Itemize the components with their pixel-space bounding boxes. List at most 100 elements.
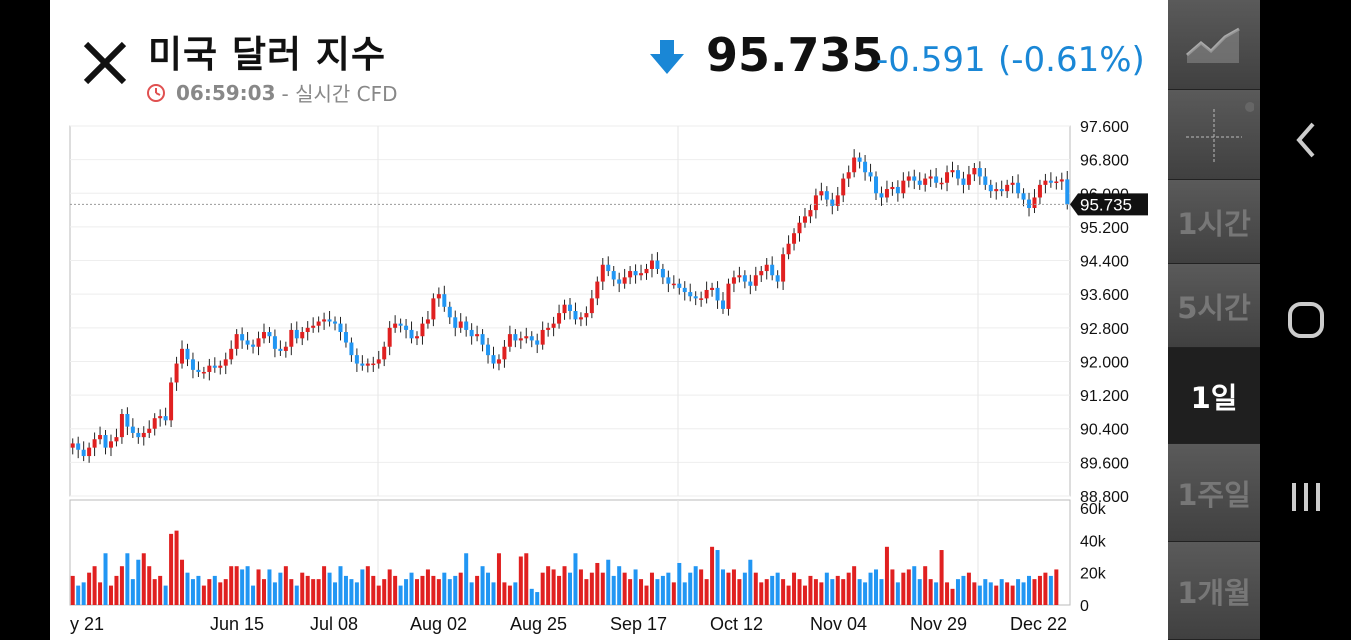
volume-bar [792, 572, 797, 605]
volume-bar [753, 572, 758, 605]
volume-bar [649, 572, 654, 605]
volume-bar [841, 579, 846, 605]
candle-body [338, 323, 343, 333]
price-axis-label: 95.200 [1080, 220, 1129, 237]
close-icon[interactable] [80, 38, 130, 88]
volume-bar [808, 575, 813, 605]
candle-body [507, 334, 512, 347]
candle-body [414, 336, 419, 339]
volume-bar [469, 582, 474, 605]
candle-body [119, 414, 124, 438]
volume-bar [480, 566, 485, 605]
volume-bar [770, 575, 775, 605]
volume-bar [950, 588, 955, 605]
candle-body [343, 332, 348, 343]
volume-bar [376, 585, 381, 605]
volume-bar [901, 572, 906, 605]
candle-body [212, 365, 217, 368]
candle-body [677, 283, 682, 288]
candle-body [731, 277, 736, 284]
crosshair-button[interactable] [1168, 90, 1260, 180]
volume-bar [578, 569, 583, 605]
period-1w-label: 1주일 [1177, 477, 1251, 512]
period-1w[interactable]: 1주일 [1168, 444, 1260, 542]
volume-bar [76, 585, 81, 605]
time-axis-label: Jun 15 [210, 614, 264, 634]
volume-bar [316, 579, 321, 605]
volume-bar [349, 579, 354, 605]
period-5h[interactable]: 5시간 [1168, 264, 1260, 348]
volume-bar [890, 569, 895, 605]
candle-body [671, 283, 676, 286]
volume-bar [551, 569, 556, 605]
system-nav-bar [1260, 0, 1351, 640]
volume-bar [393, 575, 398, 605]
candle-body [180, 348, 185, 364]
volume-bar [475, 575, 480, 605]
candle-body [693, 296, 698, 299]
volume-bar [928, 579, 933, 605]
candle-body [256, 338, 261, 347]
price-axis-label: 93.600 [1080, 287, 1129, 304]
volume-bar [261, 579, 266, 605]
volume-bar [158, 575, 163, 605]
volume-bar [125, 553, 130, 605]
quote-time-row: 06:59:03 - 실시간 CFD [146, 78, 398, 107]
period-1m[interactable]: 1개월 [1168, 542, 1260, 640]
price-change: -0.591 [876, 40, 986, 80]
volume-axis-label: 0 [1080, 598, 1089, 615]
candle-body [551, 323, 556, 328]
period-1h[interactable]: 1시간 [1168, 180, 1260, 264]
volume-bar [994, 585, 999, 605]
volume-bar [223, 579, 228, 605]
volume-bar [87, 572, 92, 605]
volume-bar [180, 559, 185, 605]
candle-body [365, 363, 370, 366]
volume-bar [518, 556, 523, 605]
candle-body [639, 273, 644, 276]
candle-body [453, 317, 458, 328]
volume-bar [912, 566, 917, 605]
candle-body [267, 332, 272, 337]
candle-body [491, 355, 496, 364]
volume-bar [852, 566, 857, 605]
candle-body [917, 180, 922, 185]
back-button[interactable] [1260, 100, 1351, 180]
candle-body [272, 336, 277, 349]
volume-bar [726, 572, 731, 605]
volume-bar [666, 572, 671, 605]
period-1d-label: 1일 [1190, 380, 1238, 415]
candle-body [393, 323, 398, 328]
chart-type-button[interactable] [1168, 0, 1260, 90]
price-axis-label: 88.800 [1080, 489, 1129, 506]
candle-body [1005, 184, 1010, 192]
candle-body [70, 443, 75, 448]
price-chart[interactable]: 97.60096.80096.00095.20094.40093.60092.8… [50, 120, 1168, 640]
volume-bar [721, 569, 726, 605]
candle-body [600, 264, 605, 282]
candle-body [994, 189, 999, 192]
volume-bar [977, 585, 982, 605]
candle-body [748, 281, 753, 286]
volume-bar [704, 579, 709, 605]
recents-button[interactable] [1260, 457, 1351, 537]
volume-bar [660, 575, 665, 605]
volume-bar [595, 562, 600, 605]
home-button[interactable] [1260, 280, 1351, 360]
candle-body [174, 363, 179, 383]
volume-bar [409, 572, 414, 605]
candle-body [152, 418, 157, 429]
candle-body [436, 294, 441, 299]
period-1d[interactable]: 1일 [1168, 348, 1260, 444]
candle-body [573, 311, 578, 320]
candle-body [578, 317, 583, 320]
candle-body [584, 313, 589, 318]
volume-bar [382, 579, 387, 605]
volume-bar [289, 579, 294, 605]
candle-body [1065, 179, 1070, 205]
candle-body [201, 371, 206, 374]
volume-bar [1054, 569, 1059, 605]
volume-bar [174, 530, 179, 605]
volume-bar [1005, 582, 1010, 605]
volume-bar [354, 582, 359, 605]
